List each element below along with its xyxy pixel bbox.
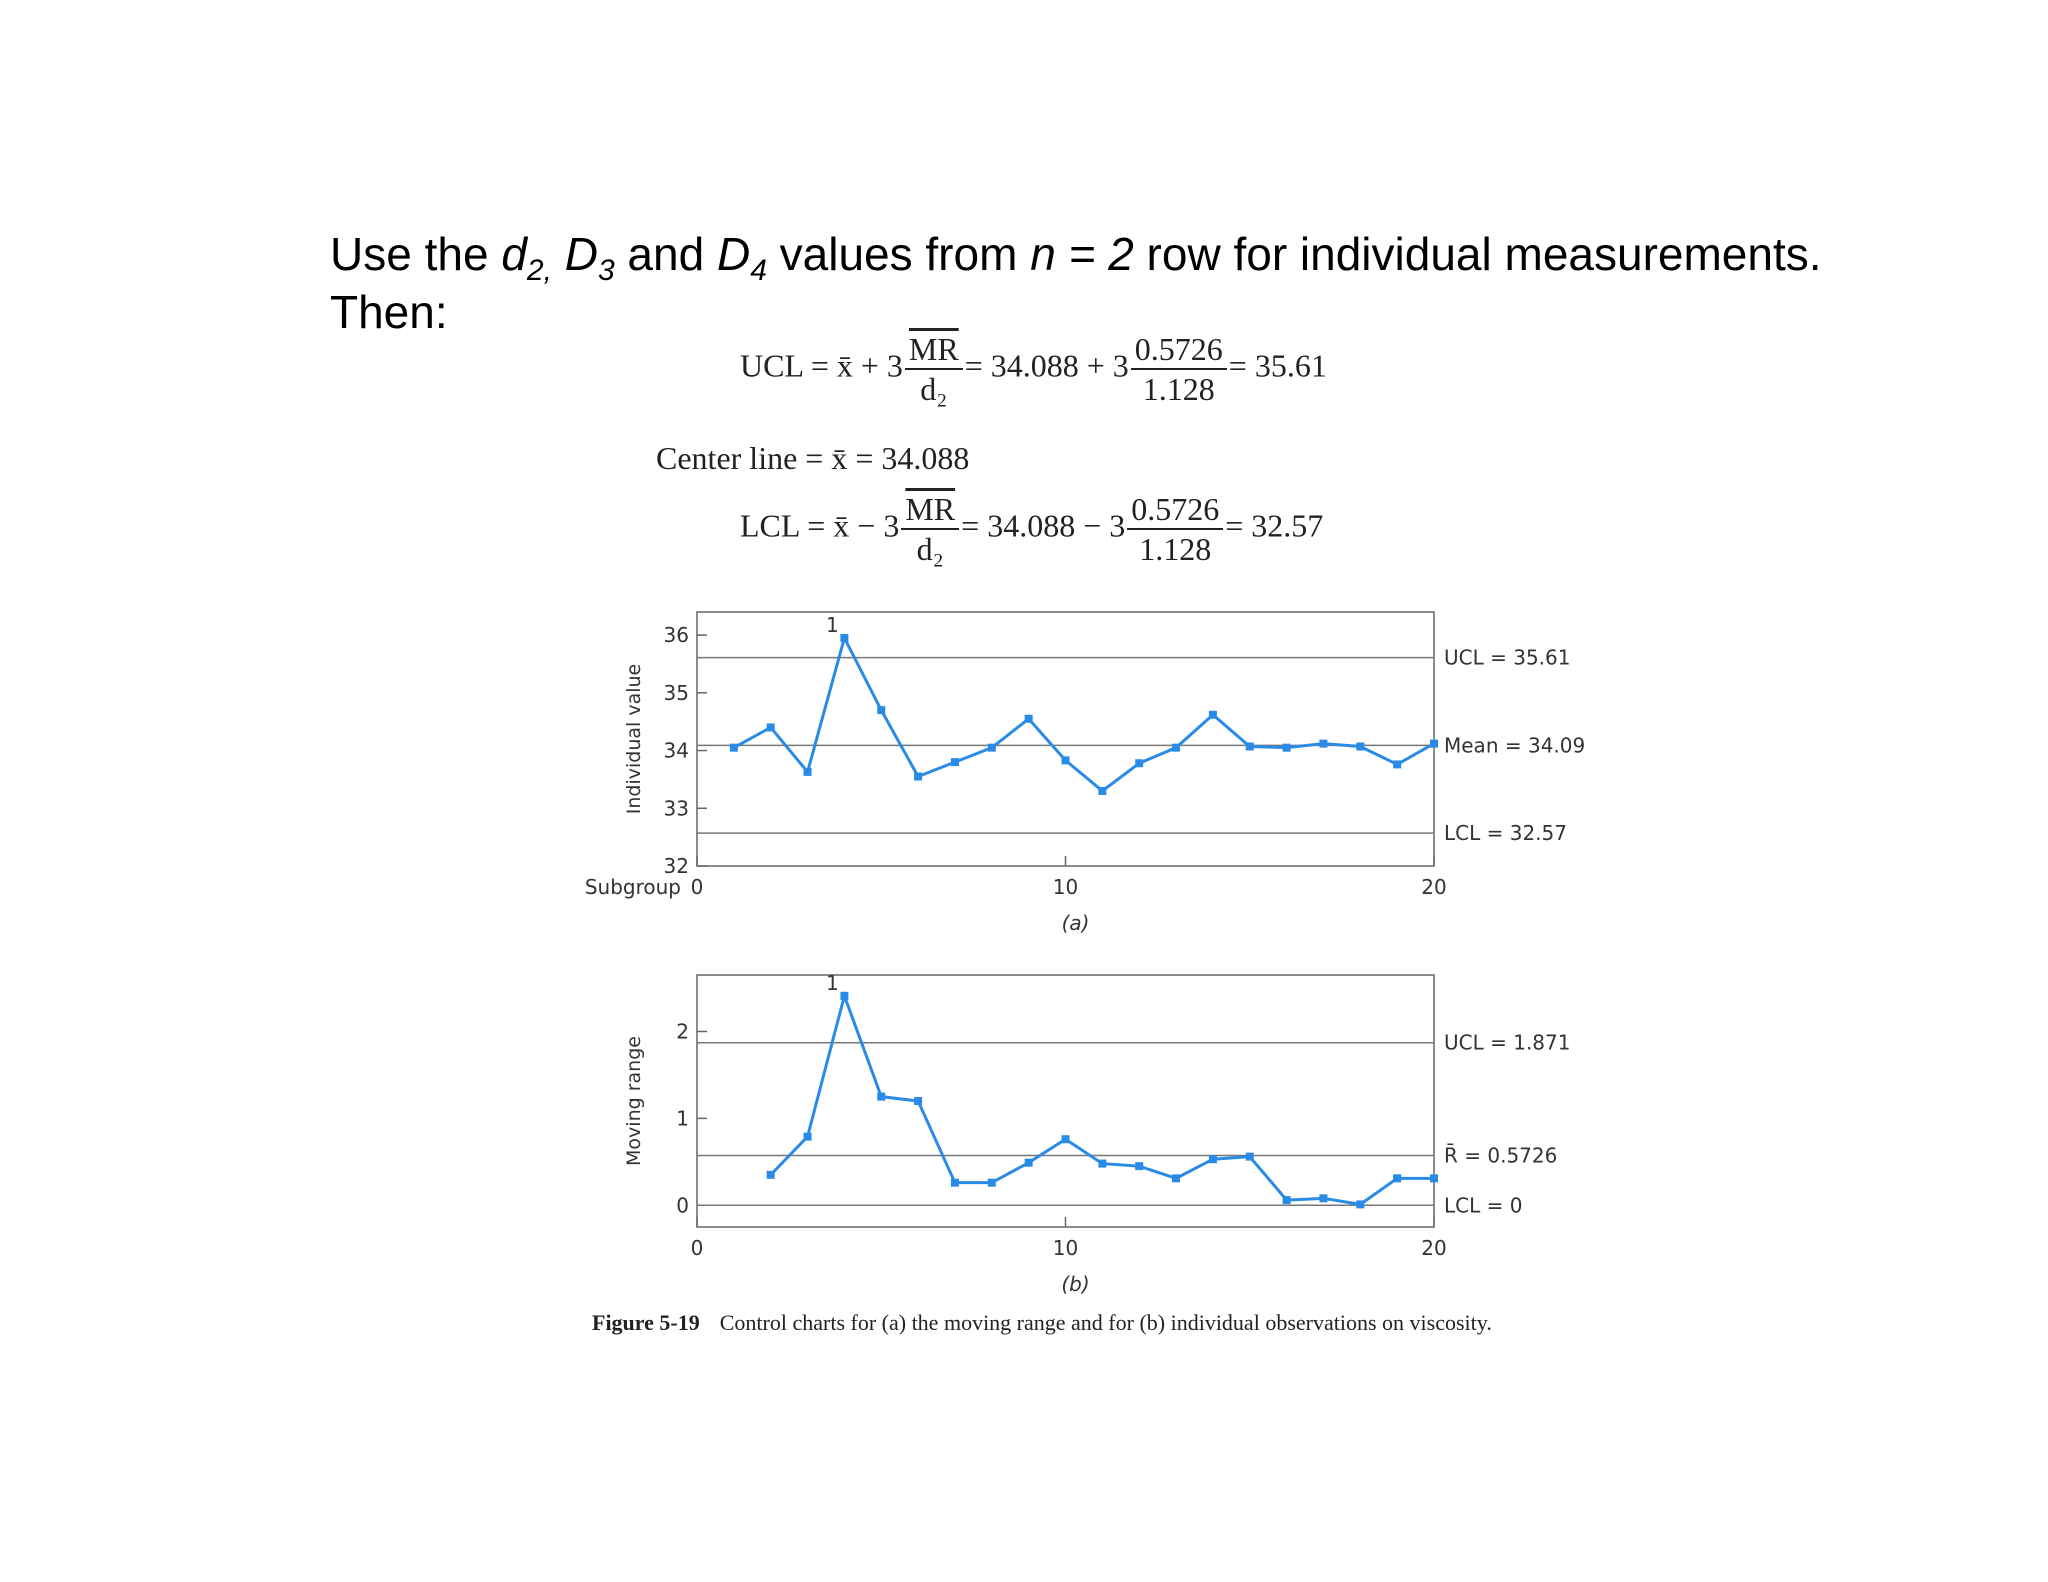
chart-b-series-line (769, 990, 1434, 1206)
chart-b-data-point (914, 1097, 923, 1105)
figure-caption-text: Control charts for (a) the moving range … (719, 1310, 1492, 1335)
chart-a-sublabel: (a) (1062, 911, 1090, 935)
chart-a-limit-label: Mean = 34.09 (1444, 733, 1585, 757)
figure-caption: Figure 5-19 Control charts for (a) the mo… (592, 1310, 1492, 1336)
chart-b-data-point (1430, 1174, 1438, 1183)
chart-a-data-point (1430, 739, 1438, 748)
chart-b-data-point (1356, 1200, 1365, 1209)
chart-b-data-point (803, 1132, 812, 1141)
chart-b-data-point (950, 1178, 959, 1187)
chart-a-ytick-label: 32 (664, 854, 689, 878)
chart-a-ytick-label: 36 (664, 623, 689, 647)
chart-b-limit-label: UCL = 1.871 (1444, 1031, 1570, 1055)
chart-a-data-point (1208, 710, 1217, 719)
chart-a-ytick-label: 34 (664, 739, 689, 763)
chart-b-xtick-label: 20 (1421, 1236, 1446, 1260)
chart-a-frame (696, 611, 1435, 867)
ucl-equation: UCL = x̄ + 3 MR d₂ = 34.088 + 3 0.5726 1.128 =… (740, 331, 1327, 407)
chart-a-data-point (1393, 760, 1402, 769)
chart-a-data-point (840, 633, 849, 642)
chart-b-data-point (1282, 1196, 1291, 1205)
chart-a-annotation: 1 (826, 613, 839, 637)
chart-b-ytick-label: 0 (676, 1193, 689, 1217)
chart-a-data-point (1282, 743, 1291, 752)
intro-line-2: Then: (330, 286, 448, 338)
chart-a-ytick-label: 35 (664, 681, 689, 705)
chart-a-data-point (877, 706, 886, 715)
chart-a-data-point (914, 772, 923, 781)
chart-a-xtick-label: 0 (691, 875, 704, 899)
chart-a-ylabel: Individual value (623, 664, 645, 814)
chart-b-data-point (1061, 1135, 1070, 1144)
chart-b-sublabel: (b) (1061, 1272, 1089, 1296)
chart-a-data-point (1061, 756, 1070, 765)
chart-a-data-point (1319, 739, 1328, 748)
chart-a-xtick-label: 20 (1421, 875, 1446, 899)
chart-a-xtick-label: 10 (1053, 875, 1078, 899)
chart-b-data-point (766, 1170, 775, 1179)
chart-b-frame (696, 974, 1435, 1228)
chart-b-xtick-label: 0 (691, 1236, 704, 1260)
chart-a-ytick-label: 33 (664, 796, 689, 820)
chart-b-ytick-label: 2 (676, 1019, 689, 1043)
chart-a-data-point (1172, 743, 1181, 752)
chart-b-data-point (1208, 1155, 1217, 1164)
chart-b-ylabel: Moving range (623, 1036, 645, 1166)
chart-a-limit-label: UCL = 35.61 (1444, 646, 1570, 670)
chart-b-data-point (1135, 1162, 1144, 1171)
chart-a-xlabel: Subgroup (585, 875, 681, 899)
chart-b-ytick-label: 1 (676, 1106, 689, 1130)
chart-a-series-line (733, 633, 1435, 793)
chart-b-data-point (1098, 1159, 1107, 1168)
chart-a-data-point (1024, 714, 1033, 723)
lcl-equation: LCL = x̄ − 3 MR d₂ = 34.088 − 3 0.5726 1.128 =… (740, 491, 1324, 567)
chart-a-data-point (1098, 786, 1107, 795)
center-line-equation: Center line = x̄ = 34.088 (656, 440, 970, 476)
intro-text: Use the d2, D3 and D4 values from n = 2 … (330, 225, 1822, 341)
chart-a-data-point (987, 743, 996, 752)
chart-b-data-point (987, 1178, 996, 1187)
chart-b-limit-label: R̄ = 0.5726 (1444, 1143, 1557, 1168)
chart-b-data-point (877, 1092, 886, 1101)
chart-a-limit-label: LCL = 32.57 (1444, 821, 1567, 845)
chart-b-data-point (1172, 1174, 1181, 1183)
chart-a-data-point (1135, 759, 1144, 768)
figure-label: Figure 5-19 (592, 1310, 700, 1335)
chart-a-data-point (1356, 742, 1365, 751)
chart-a-data-point (950, 758, 959, 767)
chart-b-data-point (1393, 1174, 1402, 1183)
chart-b-data-point (1319, 1194, 1328, 1203)
chart-a-data-point (803, 767, 812, 776)
chart-b-data-point (840, 991, 849, 1000)
chart-b-xtick-label: 10 (1053, 1236, 1078, 1260)
chart-b-data-point (1245, 1152, 1254, 1161)
chart-a-data-point (729, 743, 738, 752)
chart-b-data-point (1024, 1158, 1033, 1167)
intro-line-1: Use the d2, D3 and D4 values from n = 2 … (330, 228, 1822, 287)
chart-b-annotation: 1 (826, 971, 839, 995)
chart-b-limit-label: LCL = 0 (1444, 1193, 1522, 1217)
chart-a-data-point (1245, 742, 1254, 751)
chart-a-data-point (766, 723, 775, 732)
